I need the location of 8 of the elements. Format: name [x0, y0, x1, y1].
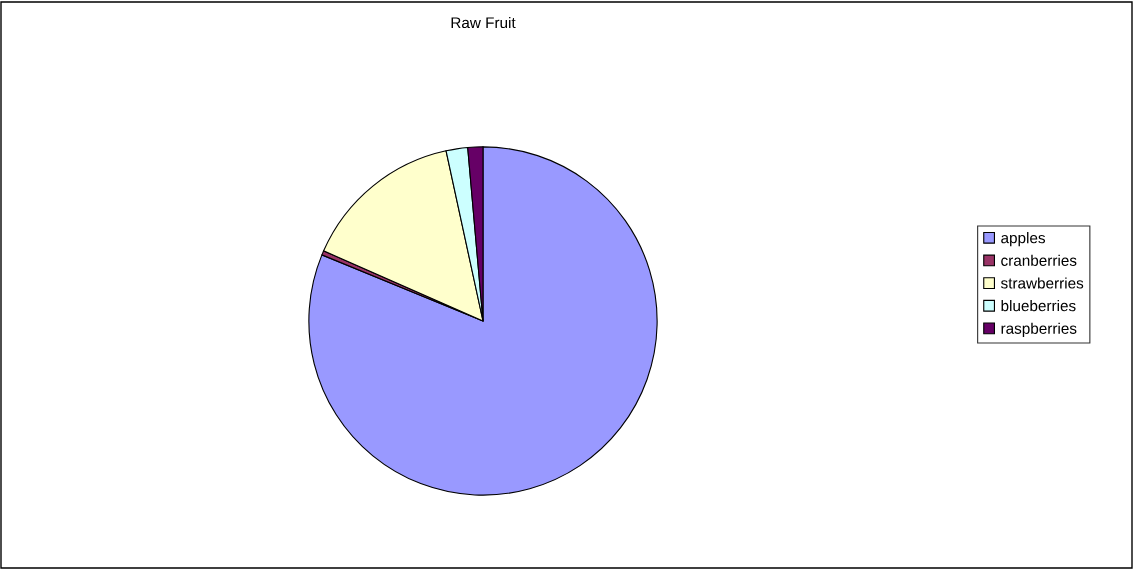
chart-title: Raw Fruit	[451, 16, 516, 29]
legend-label: apples	[1001, 232, 1046, 247]
pie-slice	[323, 150, 484, 322]
legend-label: cranberries	[1001, 254, 1077, 266]
legend-label: blueberries	[1001, 300, 1076, 312]
pie-slice	[308, 146, 658, 496]
legend-label: strawberries	[1000, 277, 1084, 289]
legend-label: raspberries	[1001, 322, 1077, 337]
